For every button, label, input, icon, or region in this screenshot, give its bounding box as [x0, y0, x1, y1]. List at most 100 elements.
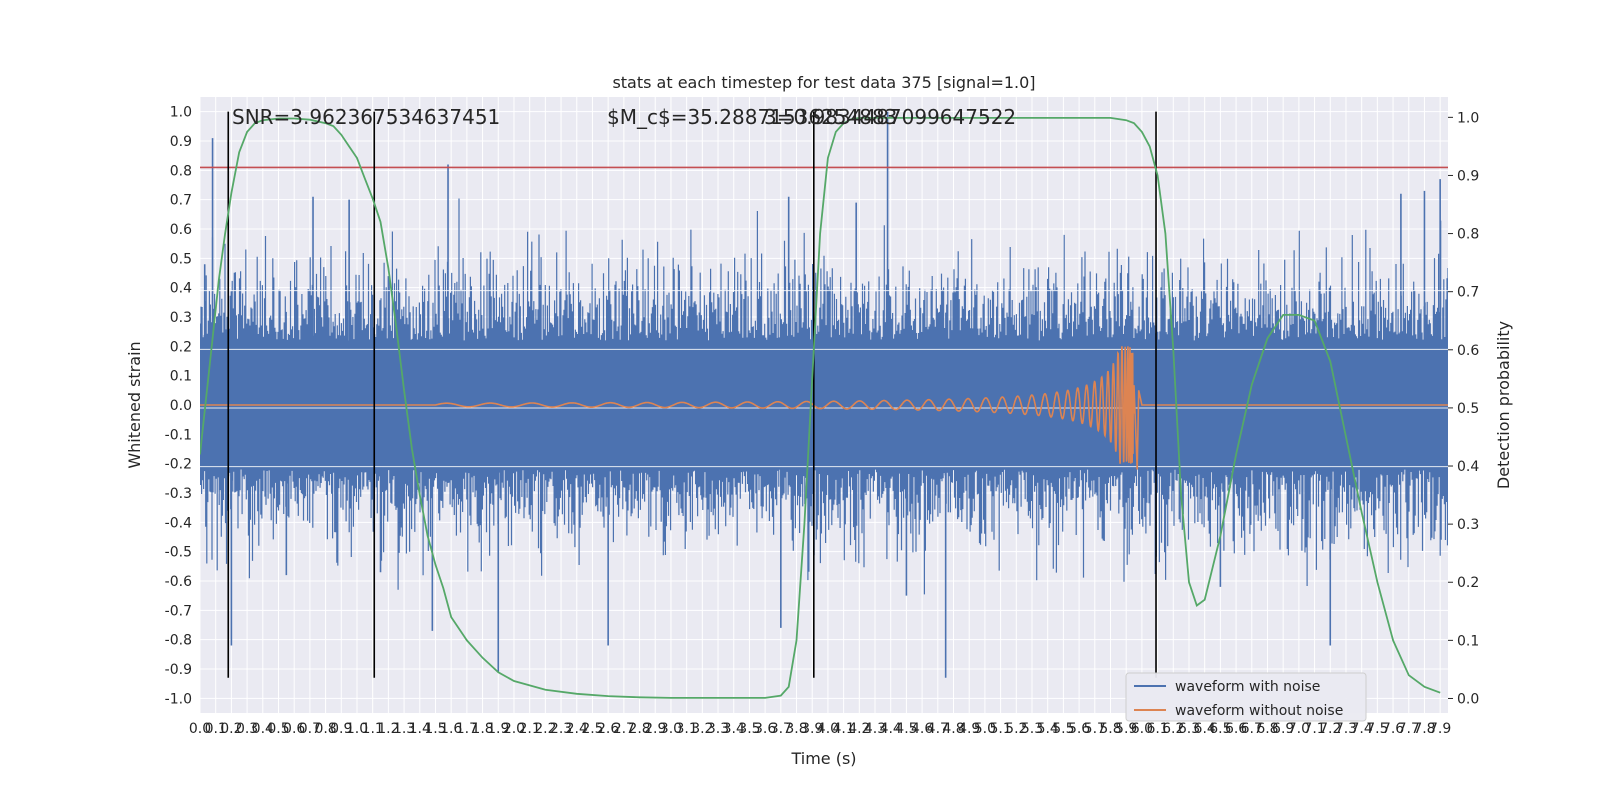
x-tick-label: 1.0	[346, 721, 368, 737]
x-tick-label: 6.3	[1178, 721, 1200, 737]
y-tick-label: -1.0	[165, 691, 192, 707]
x-tick-label: 4.7	[927, 721, 949, 737]
y-axis-label: Whitened strain	[125, 341, 144, 468]
snr-annotation: SNR=3.962367534637451	[232, 105, 500, 129]
x-tick-label: 7.5	[1366, 721, 1388, 737]
x-tick-label: 3.9	[801, 721, 823, 737]
x-tick-label: 4.8	[942, 721, 964, 737]
y2-tick-label: 0.1	[1457, 633, 1479, 649]
x-tick-label: 1.5	[424, 721, 446, 737]
x-tick-label: 3.0	[660, 721, 682, 737]
y-tick-label: -0.5	[165, 545, 192, 561]
x-tick-label: 5.3	[1021, 721, 1043, 737]
x-tick-label: 4.9	[958, 721, 980, 737]
y-tick-label: 0.3	[170, 310, 192, 326]
x-tick-label: 1.4	[409, 721, 431, 737]
x-tick-label: 6.8	[1256, 721, 1278, 737]
x-tick-label: 3.4	[723, 721, 745, 737]
series-layer	[200, 111, 1448, 699]
y-tick-label: 0.2	[170, 339, 192, 355]
y-tick-label: 0.6	[170, 222, 192, 238]
x-tick-label: 2.2	[534, 721, 556, 737]
y-tick-label: 0.5	[170, 251, 192, 267]
tick-labels: -1.0 -0.9 -0.8 -0.7 -0.6 -0.5 -0.4 -0.3 -0.2 -0.1…	[165, 105, 1480, 737]
x-axis-label: Time (s)	[790, 749, 856, 768]
x-tick-label: 7.7	[1398, 721, 1420, 737]
x-tick-label: 0.3	[236, 721, 258, 737]
detection-probability-line	[200, 117, 1441, 699]
y-tick-label: -0.7	[165, 603, 192, 619]
y2-tick-label: 0.5	[1457, 401, 1479, 417]
x-tick-label: 2.1	[519, 721, 541, 737]
x-tick-label: 2.8	[628, 721, 650, 737]
y2-tick-label: 1.0	[1457, 110, 1479, 126]
x-tick-label: 7.2	[1319, 721, 1341, 737]
x-tick-label: 0.4	[252, 721, 274, 737]
x-tick-label: 5.8	[1099, 721, 1121, 737]
x-tick-label: 5.9	[1115, 721, 1137, 737]
x-tick-label: 6.9	[1272, 721, 1294, 737]
x-tick-label: 7.8	[1413, 721, 1435, 737]
x-tick-label: 3.1	[676, 721, 698, 737]
y-tick-label: -0.3	[165, 486, 192, 502]
x-tick-label: 5.4	[1037, 721, 1059, 737]
x-tick-label: 7.0	[1288, 721, 1310, 737]
x-tick-label: 4.6	[911, 721, 933, 737]
noise-waveform-line	[200, 198, 1448, 595]
x-tick-label: 5.0	[974, 721, 996, 737]
y-tick-label: -0.9	[165, 662, 192, 678]
x-tick-label: 1.8	[471, 721, 493, 737]
x-tick-label: 0.5	[267, 721, 289, 737]
y-tick-label: 0.1	[170, 369, 192, 385]
chirp-mass-annotation: $M_c$=35.28871536254883	[607, 105, 897, 129]
x-tick-label: 0.7	[299, 721, 321, 737]
x-tick-label: 4.5	[895, 721, 917, 737]
legend-box	[1125, 672, 1367, 722]
y-tick-label: 0.8	[170, 163, 192, 179]
x-tick-label: 5.5	[1052, 721, 1074, 737]
x-tick-label: 0.1	[205, 721, 227, 737]
x-tick-label: 4.3	[864, 721, 886, 737]
clean-waveform-layer	[200, 346, 1448, 470]
y-tick-label: 0.9	[170, 134, 192, 150]
x-tick-label: 6.6	[1225, 721, 1247, 737]
legend: waveform with noise waveform without noi…	[1125, 672, 1367, 722]
x-tick-label: 2.7	[613, 721, 635, 737]
x-tick-label: 3.2	[691, 721, 713, 737]
x-tick-label: 0.9	[330, 721, 352, 737]
x-tick-label: 7.3	[1335, 721, 1357, 737]
y2-tick-label: 0.9	[1457, 168, 1479, 184]
marker-layer	[200, 111, 1448, 678]
x-tick-label: 6.7	[1241, 721, 1263, 737]
x-tick-label: 1.6	[440, 721, 462, 737]
x-tick-label: 2.5	[581, 721, 603, 737]
x-tick-label: 6.1	[1146, 721, 1168, 737]
y-tick-label: -0.6	[165, 574, 192, 590]
x-tick-label: 4.4	[880, 721, 902, 737]
x-tick-label: 4.2	[848, 721, 870, 737]
y2-tick-label: 0.4	[1457, 459, 1479, 475]
x-tick-label: 1.3	[393, 721, 415, 737]
x-tick-label: 6.2	[1162, 721, 1184, 737]
x-tick-label: 0.8	[314, 721, 336, 737]
x-tick-label: 6.5	[1209, 721, 1231, 737]
x-tick-label: 3.6	[754, 721, 776, 737]
x-tick-label: 1.9	[487, 721, 509, 737]
y2-tick-label: 0.2	[1457, 575, 1479, 591]
y2-tick-label: 0.6	[1457, 343, 1479, 359]
x-tick-label: 2.4	[566, 721, 588, 737]
legend-label-clean: waveform without noise	[1175, 703, 1343, 719]
x-tick-label: 1.1	[362, 721, 384, 737]
x-tick-label: 0.0	[189, 721, 211, 737]
y-tick-label: 0.0	[170, 398, 192, 414]
x-tick-label: 2.6	[597, 721, 619, 737]
x-tick-label: 0.2	[220, 721, 242, 737]
x-tick-label: 7.9	[1429, 721, 1451, 737]
y-tick-label: -0.4	[165, 515, 192, 531]
x-tick-label: 5.2	[1005, 721, 1027, 737]
x-tick-label: 2.0	[503, 721, 525, 737]
y2-tick-label: 0.8	[1457, 227, 1479, 243]
x-tick-label: 5.1	[989, 721, 1011, 737]
y-tick-label: -0.1	[165, 427, 192, 443]
